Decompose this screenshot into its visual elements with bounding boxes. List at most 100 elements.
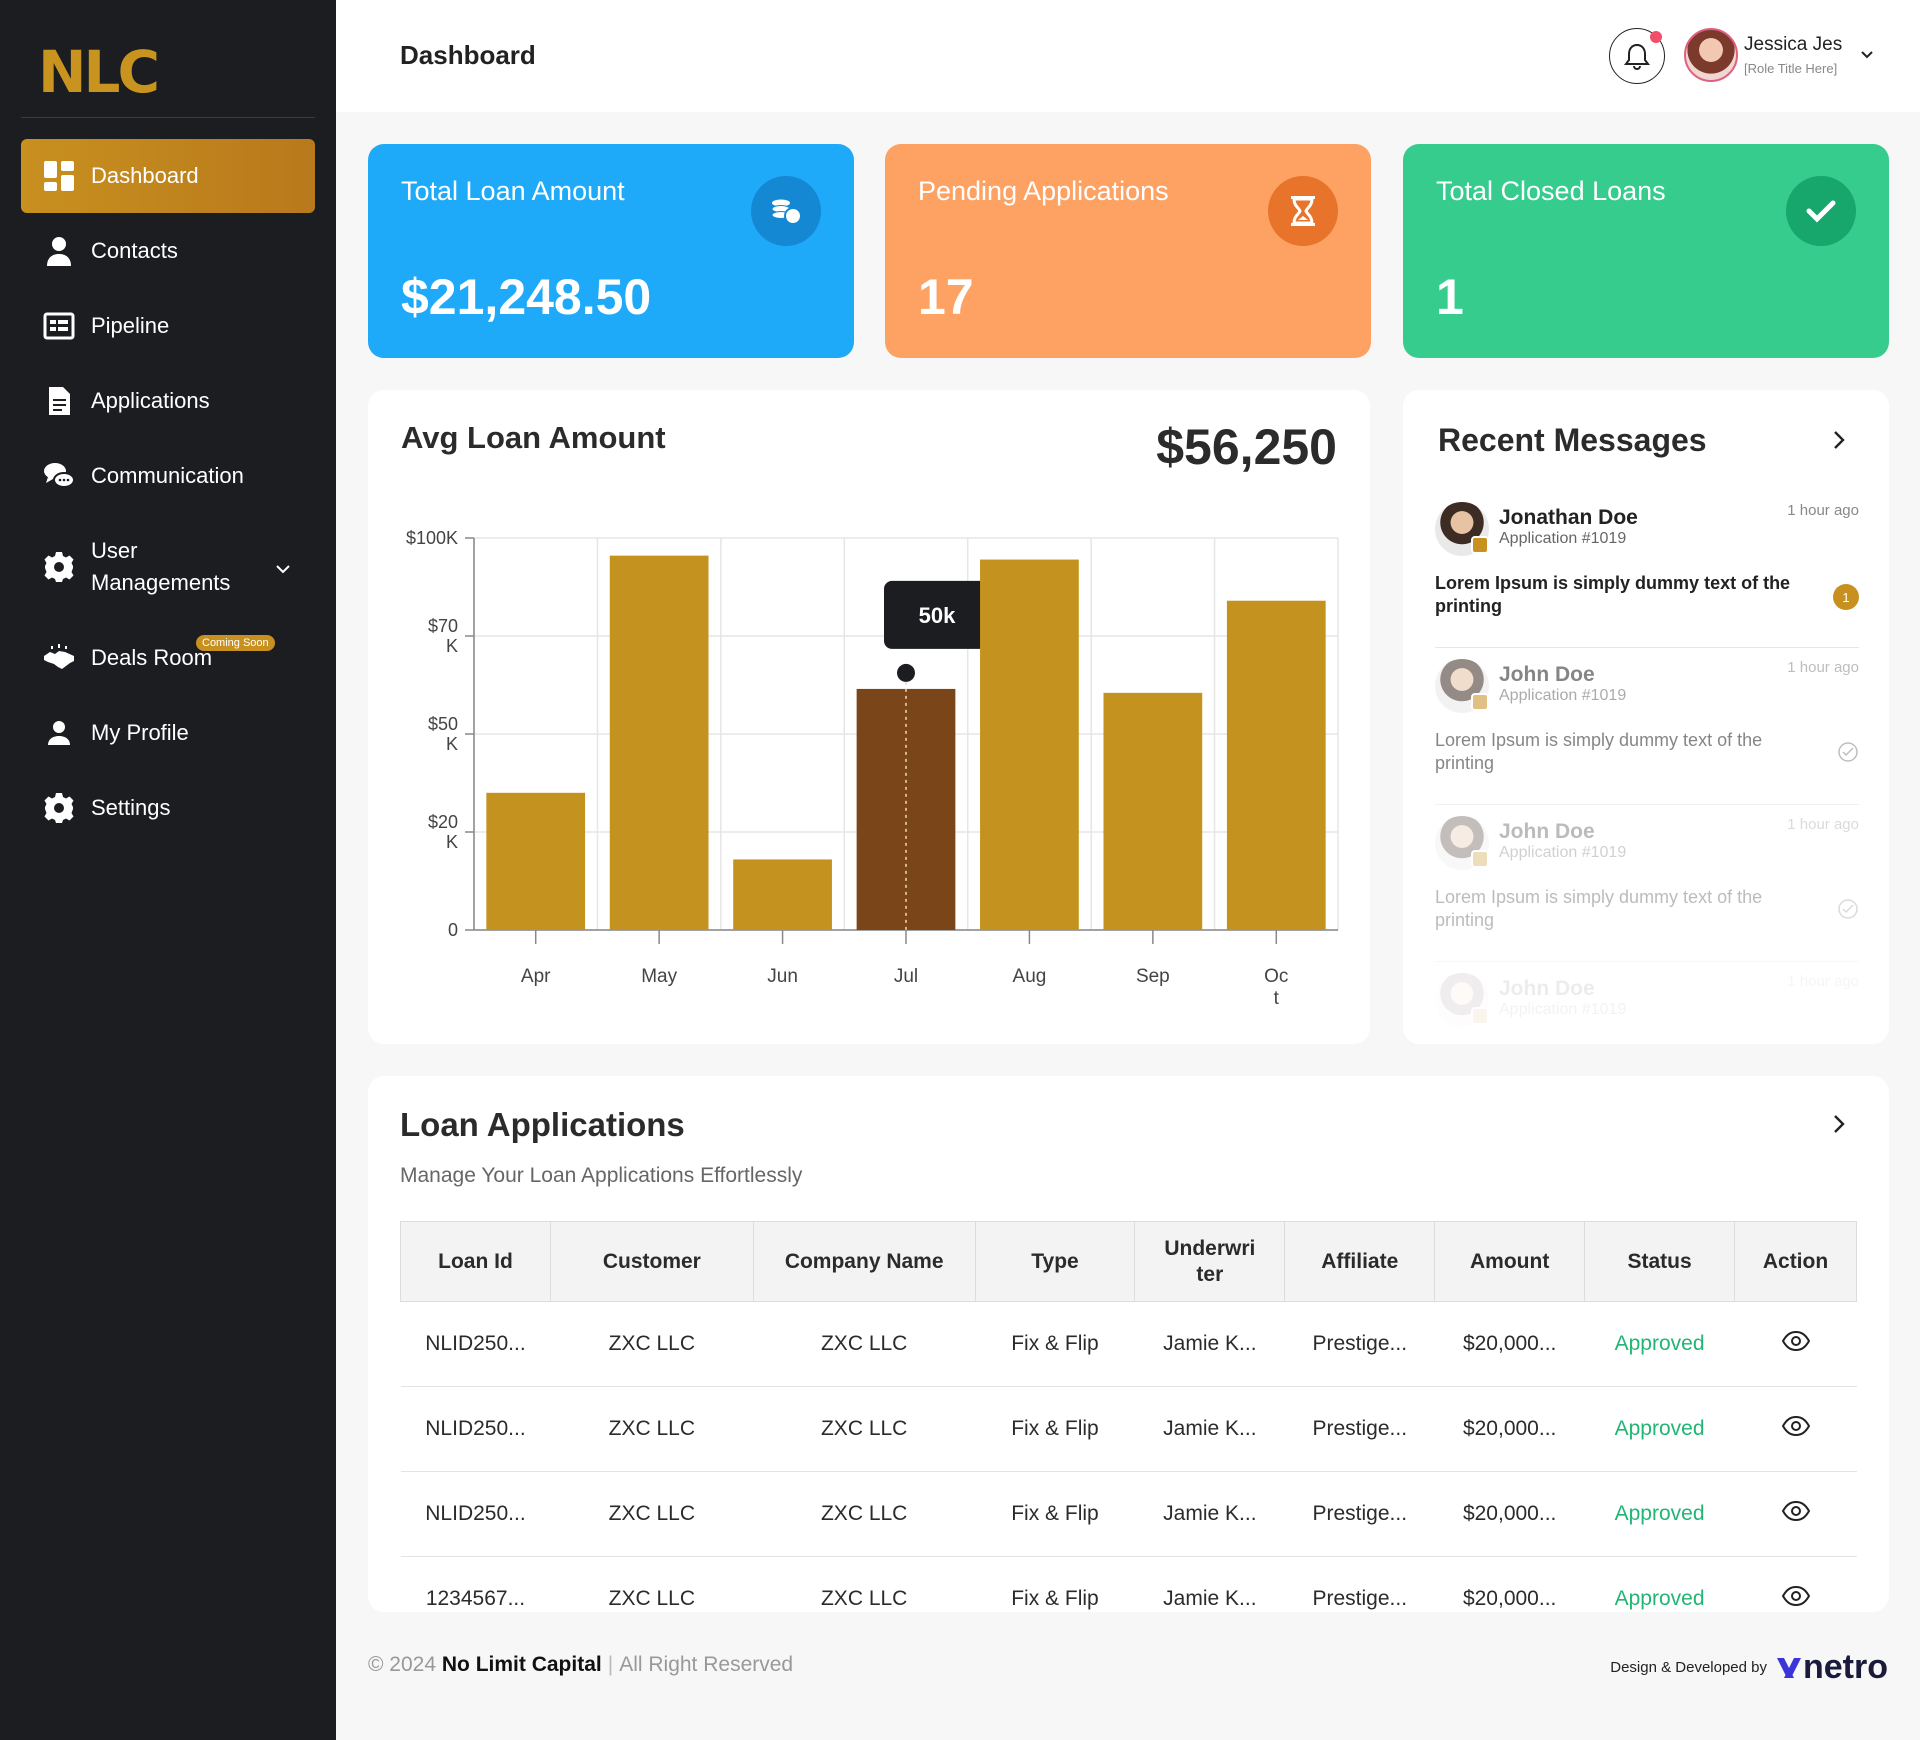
x-tick-label: Oc t: [1264, 966, 1288, 1009]
table-subtitle: Manage Your Loan Applications Effortless…: [400, 1164, 803, 1187]
table-row[interactable]: NLID250... ZXC LLC ZXC LLC Fix & Flip Ja…: [400, 1301, 1857, 1387]
message-item[interactable]: John Doe Application #1019 1 hour ago: [1435, 961, 1859, 1044]
sidebar-item-pipeline[interactable]: Pipeline: [21, 289, 315, 363]
sidebar-item-label: My Profile: [91, 720, 189, 745]
sidebar-item-communication[interactable]: Communication: [21, 439, 315, 513]
loan-id-cell: NLID250...: [400, 1386, 551, 1472]
message-item[interactable]: John Doe Application #1019 1 hour ago Lo…: [1435, 804, 1859, 962]
affiliate-cell: Prestige...: [1284, 1556, 1435, 1612]
chevron-right-icon[interactable]: [1833, 1114, 1845, 1139]
message-application: Application #1019: [1499, 1001, 1627, 1018]
read-check-icon: [1838, 742, 1858, 762]
y-tick-label: 0: [448, 920, 458, 940]
stat-card-total-loan-amount[interactable]: Total Loan Amount $21,248.50: [368, 144, 854, 358]
bar: [980, 559, 1079, 930]
eye-icon[interactable]: [1781, 1330, 1811, 1352]
eye-icon[interactable]: [1781, 1500, 1811, 1522]
avatar: [1435, 502, 1489, 556]
sidebar-item-deals-room[interactable]: Deals Room Coming Soon: [21, 621, 315, 695]
stat-value: $21,248.50: [401, 269, 652, 325]
table-row[interactable]: NLID250... ZXC LLC ZXC LLC Fix & Flip Ja…: [400, 1471, 1857, 1557]
column-header[interactable]: Type: [974, 1221, 1136, 1302]
person-icon: [43, 235, 75, 267]
column-header[interactable]: Amount: [1434, 1221, 1586, 1302]
sidebar-item-contacts[interactable]: Contacts: [21, 214, 315, 288]
sidebar-item-dashboard[interactable]: Dashboard: [21, 139, 315, 213]
sidebar-item-label: Communication: [91, 463, 244, 488]
message-time: 1 hour ago: [1787, 973, 1859, 990]
message-text: Lorem Ipsum is simply dummy text of the …: [1435, 887, 1763, 930]
x-tick-label: Apr: [521, 966, 551, 987]
sidebar-nav: Dashboard Contacts Pipeline Applications…: [21, 139, 315, 846]
amount-cell: $20,000...: [1434, 1386, 1585, 1472]
logo-text: NLC: [38, 38, 160, 106]
eye-icon[interactable]: [1781, 1585, 1811, 1607]
stat-card-pending-applications[interactable]: Pending Applications 17: [885, 144, 1371, 358]
chevron-right-icon[interactable]: [1833, 430, 1845, 455]
column-header[interactable]: Loan Id: [400, 1221, 551, 1302]
read-check-icon: [1838, 899, 1858, 919]
eye-icon[interactable]: [1781, 1415, 1811, 1437]
sidebar-item-applications[interactable]: Applications: [21, 364, 315, 438]
avg-loan-amount-card: 0 $20 K $50 K $70 K $100K Apr May Jun Jul 50k Aug Sep O…: [368, 390, 1370, 1044]
footer-credit: Design & Developed by netro: [1610, 1648, 1888, 1687]
message-time: 1 hour ago: [1787, 816, 1859, 833]
user-name[interactable]: Jessica Jes: [1744, 34, 1843, 55]
sidebar-item-label: Pipeline: [91, 313, 170, 338]
bar: [1103, 692, 1203, 930]
status-cell: Approved: [1584, 1556, 1735, 1612]
stat-title: Total Closed Loans: [1436, 176, 1666, 206]
message-sender: John Doe: [1499, 820, 1595, 843]
x-tick-label: May: [641, 966, 677, 987]
customer-cell: ZXC LLC: [550, 1471, 754, 1557]
netro-mark-icon: [1777, 1657, 1801, 1678]
notifications-button[interactable]: [1609, 28, 1665, 84]
page-title: Dashboard: [400, 40, 536, 70]
footer-copyright: © 2024 No Limit Capital | All Right Reserv…: [368, 1653, 793, 1677]
message-sender: John Doe: [1499, 663, 1595, 686]
bar: [1226, 600, 1326, 930]
sidebar-item-label: Contacts: [91, 238, 178, 263]
underwriter-cell: Jamie K...: [1134, 1471, 1285, 1557]
column-header[interactable]: Action: [1734, 1221, 1857, 1302]
customer-cell: ZXC LLC: [550, 1556, 754, 1612]
top-header: Dashboard Jessica Jes [Role Title Here]: [336, 0, 1920, 112]
chevron-down-icon[interactable]: [275, 554, 291, 580]
coins-icon: [751, 176, 821, 246]
chevron-down-icon[interactable]: [1860, 46, 1874, 64]
table-row[interactable]: NLID250... ZXC LLC ZXC LLC Fix & Flip Ja…: [400, 1386, 1857, 1472]
type-cell: Fix & Flip: [975, 1556, 1135, 1612]
affiliate-cell: Prestige...: [1284, 1301, 1435, 1387]
stat-card-total-closed-loans[interactable]: Total Closed Loans 1: [1403, 144, 1889, 358]
table-header-row: Loan Id Customer Company Name Type Under…: [400, 1221, 1857, 1302]
company-cell: ZXC LLC: [753, 1301, 976, 1387]
sidebar-item-label: Deals Room: [91, 645, 213, 670]
message-text: Lorem Ipsum is simply dummy text of the …: [1435, 730, 1763, 773]
column-header[interactable]: Company Name: [752, 1221, 976, 1302]
stat-value: 1: [1436, 269, 1464, 325]
table-row[interactable]: 1234567... ZXC LLC ZXC LLC Fix & Flip Ja…: [400, 1556, 1857, 1612]
y-tick-label: $20 K: [428, 812, 458, 852]
chat-icon: [43, 460, 75, 492]
column-header[interactable]: Customer: [549, 1221, 754, 1302]
sidebar: NLC Dashboard Contacts Pipeline Applicat: [0, 0, 336, 1740]
stat-value: 17: [918, 269, 974, 325]
avg-loan-value: $56,250: [1156, 419, 1337, 475]
column-header[interactable]: Affiliate: [1284, 1221, 1436, 1302]
user-avatar[interactable]: [1684, 28, 1738, 82]
underwriter-cell: Jamie K...: [1134, 1301, 1285, 1387]
mail-icon: [1471, 693, 1489, 711]
sidebar-item-settings[interactable]: Settings: [21, 771, 315, 845]
message-item[interactable]: Jonathan Doe Application #1019 1 hour ag…: [1435, 490, 1859, 648]
handshake-icon: [43, 642, 75, 674]
column-header[interactable]: Status: [1584, 1221, 1736, 1302]
mail-icon: [1471, 536, 1489, 554]
sidebar-item-user-managements[interactable]: User Managements: [21, 514, 315, 620]
sidebar-item-label: Applications: [91, 388, 210, 413]
nlc-logo[interactable]: NLC: [38, 43, 168, 101]
sidebar-item-my-profile[interactable]: My Profile: [21, 696, 315, 770]
pipeline-icon: [43, 310, 75, 342]
message-item[interactable]: John Doe Application #1019 1 hour ago Lo…: [1435, 647, 1859, 805]
netro-logo[interactable]: netro: [1775, 1648, 1888, 1687]
column-header[interactable]: Underwri ter: [1134, 1221, 1286, 1302]
